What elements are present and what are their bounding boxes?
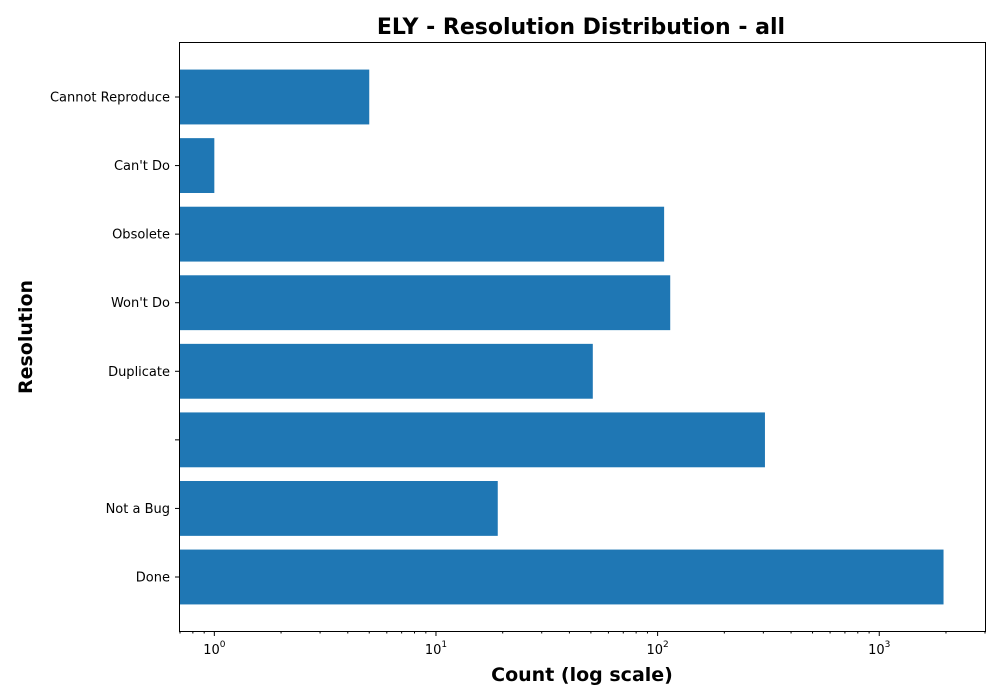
y-tick-label-duplicate: Duplicate bbox=[108, 365, 170, 380]
x-tick-label-1000: 103 bbox=[868, 640, 890, 658]
x-tick-label-1: 100 bbox=[203, 640, 226, 658]
x-axis-ticks: 100 101 102 103 bbox=[179, 631, 986, 658]
y-tick-label-obsolete: Obsolete bbox=[112, 228, 170, 243]
bar-can-t-do bbox=[180, 138, 215, 193]
y-tick-label-can-t-do: Can't Do bbox=[114, 159, 170, 174]
y-tick-label-won-t-do: Won't Do bbox=[111, 296, 170, 311]
x-axis-label: Count (log scale) bbox=[491, 664, 673, 686]
y-tick-label-done: Done bbox=[136, 571, 170, 586]
plot-frame bbox=[179, 42, 986, 632]
bar-not-a-bug bbox=[180, 481, 498, 536]
x-tick-label-10: 101 bbox=[425, 640, 447, 658]
y-tick-label-cannot-reproduce: Cannot Reproduce bbox=[50, 91, 170, 106]
bar-won-t-do bbox=[180, 275, 671, 331]
x-tick-label-100: 102 bbox=[646, 640, 668, 658]
chart-title: ELY - Resolution Distribution - all bbox=[377, 15, 785, 40]
bar-duplicate bbox=[180, 343, 593, 399]
y-axis-label: Resolution bbox=[15, 280, 37, 394]
y-tick-label-not-a-bug: Not a Bug bbox=[106, 502, 170, 517]
bar-cannot-reproduce bbox=[180, 69, 370, 125]
bars-group bbox=[180, 69, 944, 605]
bar-obsolete bbox=[180, 206, 665, 262]
bar-category-2 bbox=[180, 412, 765, 468]
y-axis-ticks: Done Not a Bug Duplicate Won't Do Obsolete Ca… bbox=[50, 91, 180, 586]
bar-done bbox=[180, 549, 944, 605]
